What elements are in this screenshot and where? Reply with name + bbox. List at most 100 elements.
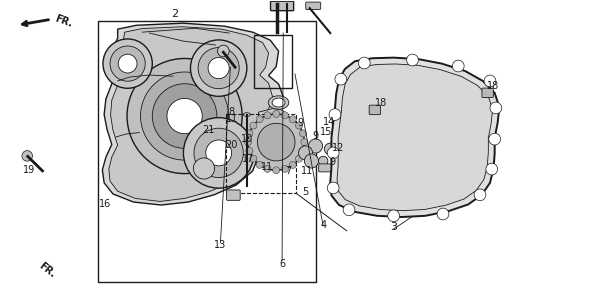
Circle shape	[474, 189, 486, 201]
Circle shape	[437, 208, 449, 220]
Text: 11: 11	[261, 162, 273, 172]
Circle shape	[246, 130, 253, 137]
FancyBboxPatch shape	[270, 1, 294, 11]
Text: 5: 5	[302, 188, 308, 197]
Bar	[99, 21, 316, 282]
Circle shape	[127, 58, 242, 174]
Text: 18: 18	[375, 98, 388, 107]
Text: 19: 19	[24, 165, 35, 175]
Circle shape	[335, 73, 347, 85]
Circle shape	[152, 84, 217, 148]
Circle shape	[256, 116, 263, 123]
Circle shape	[218, 45, 230, 57]
Circle shape	[183, 118, 254, 188]
Circle shape	[194, 128, 243, 178]
Text: 13: 13	[214, 240, 227, 250]
Circle shape	[319, 156, 328, 166]
Circle shape	[198, 48, 239, 89]
Circle shape	[489, 133, 500, 145]
Text: 8: 8	[228, 107, 235, 117]
Text: 3: 3	[390, 222, 397, 232]
Text: 11: 11	[226, 114, 238, 124]
Text: 6: 6	[279, 259, 285, 269]
Circle shape	[296, 122, 303, 129]
Polygon shape	[258, 109, 286, 120]
Polygon shape	[337, 64, 493, 211]
Circle shape	[273, 110, 280, 117]
Text: 9: 9	[297, 118, 303, 128]
Circle shape	[359, 57, 370, 69]
Bar	[254, 35, 292, 88]
Circle shape	[300, 130, 307, 137]
Circle shape	[208, 57, 230, 79]
Circle shape	[490, 102, 502, 114]
Circle shape	[244, 138, 251, 146]
Text: 9: 9	[312, 131, 318, 141]
Circle shape	[289, 116, 296, 123]
Circle shape	[486, 163, 497, 175]
Circle shape	[453, 60, 464, 72]
Circle shape	[289, 161, 296, 169]
Text: 12: 12	[332, 142, 344, 153]
Circle shape	[343, 204, 355, 216]
Circle shape	[257, 123, 295, 161]
Text: 14: 14	[323, 117, 335, 127]
Circle shape	[246, 147, 253, 154]
Polygon shape	[109, 27, 273, 201]
Circle shape	[296, 155, 303, 162]
FancyBboxPatch shape	[482, 88, 493, 98]
Bar	[226, 114, 296, 193]
Text: 20: 20	[225, 140, 238, 150]
Text: 15: 15	[320, 127, 332, 137]
Text: 7: 7	[285, 166, 291, 176]
Circle shape	[250, 122, 257, 129]
Circle shape	[264, 165, 271, 172]
Circle shape	[309, 139, 323, 153]
Circle shape	[281, 165, 289, 172]
Circle shape	[273, 167, 280, 174]
Circle shape	[264, 112, 271, 119]
Text: 17: 17	[242, 154, 254, 164]
Polygon shape	[103, 23, 283, 205]
Text: 21: 21	[202, 125, 214, 135]
Circle shape	[327, 182, 339, 194]
Text: FR.: FR.	[37, 261, 57, 280]
Circle shape	[484, 75, 496, 87]
Text: 11: 11	[301, 166, 313, 175]
Text: FR.: FR.	[53, 14, 73, 29]
Circle shape	[103, 39, 152, 88]
Circle shape	[324, 143, 336, 155]
FancyBboxPatch shape	[306, 2, 320, 9]
Text: 9: 9	[330, 157, 336, 167]
Circle shape	[191, 40, 247, 96]
Text: 2: 2	[171, 9, 178, 19]
Text: 18: 18	[487, 81, 499, 91]
Circle shape	[299, 146, 313, 160]
Text: 4: 4	[320, 220, 326, 230]
Circle shape	[206, 140, 231, 166]
Circle shape	[22, 150, 32, 161]
Text: 10: 10	[241, 134, 253, 144]
Circle shape	[250, 155, 257, 162]
Circle shape	[407, 54, 418, 66]
Circle shape	[300, 147, 307, 154]
Circle shape	[256, 161, 263, 169]
FancyBboxPatch shape	[227, 190, 240, 200]
Ellipse shape	[268, 96, 289, 109]
Ellipse shape	[272, 98, 285, 107]
Circle shape	[140, 72, 229, 160]
Text: 16: 16	[99, 199, 111, 209]
Circle shape	[167, 98, 202, 134]
Circle shape	[118, 54, 137, 73]
Circle shape	[301, 138, 308, 146]
Circle shape	[304, 154, 319, 168]
Circle shape	[248, 114, 304, 170]
Circle shape	[327, 147, 339, 159]
Polygon shape	[330, 57, 499, 217]
FancyBboxPatch shape	[369, 105, 381, 115]
Circle shape	[388, 210, 399, 222]
FancyBboxPatch shape	[319, 164, 332, 172]
Circle shape	[110, 46, 145, 81]
Circle shape	[281, 112, 289, 119]
Ellipse shape	[243, 113, 250, 116]
